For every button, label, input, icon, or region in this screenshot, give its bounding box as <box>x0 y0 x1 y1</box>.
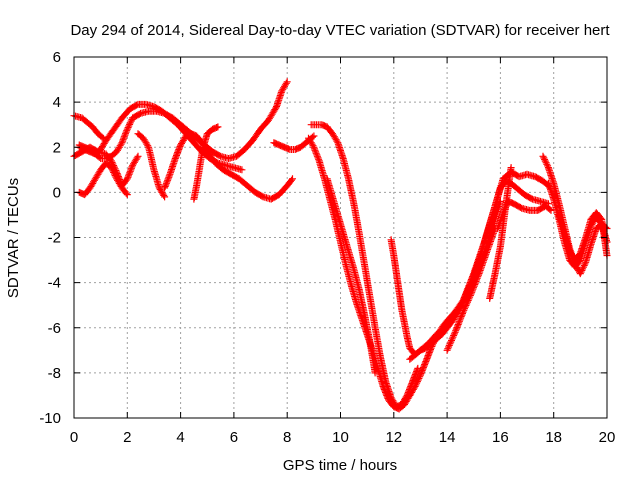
x-tick-label: 18 <box>545 429 562 446</box>
series-track-r <box>494 197 555 232</box>
x-tick-label: 4 <box>176 429 184 446</box>
data-points <box>555 209 611 264</box>
x-tick-label: 16 <box>492 429 509 446</box>
x-axis-label: GPS time / hours <box>283 457 397 474</box>
chart-title: Day 294 of 2014, Sidereal Day-to-day VTE… <box>70 22 610 39</box>
series-track-s <box>496 177 552 208</box>
data-points <box>134 130 169 201</box>
y-tick-label: -2 <box>48 230 61 247</box>
x-tick-label: 6 <box>230 429 238 446</box>
y-tick-label: -8 <box>48 365 61 382</box>
series-track-h <box>190 123 222 203</box>
x-tick-label: 2 <box>123 429 131 446</box>
y-tick-label: 4 <box>53 94 61 111</box>
data-points <box>496 177 552 208</box>
x-tick-label: 14 <box>439 429 456 446</box>
y-axis-label: SDTVAR / TECUs <box>5 178 22 298</box>
x-tick-label: 12 <box>385 429 402 446</box>
ticks: 0 2 4 6 8 10 12 14 16 18 20 -10 -8 -6 -4 -2 0 2 4 6 <box>39 49 615 446</box>
y-tick-label: 2 <box>53 139 61 156</box>
data-points <box>161 130 296 203</box>
series-track-f <box>134 130 169 201</box>
series-track-l <box>323 175 379 377</box>
data-points <box>323 175 379 377</box>
x-tick-label: 20 <box>599 429 616 446</box>
data-points <box>443 225 499 354</box>
data-points <box>190 123 222 203</box>
series-track-p <box>443 225 499 354</box>
y-tick-label: -4 <box>48 275 61 292</box>
x-tick-label: 0 <box>70 429 78 446</box>
y-tick-label: 6 <box>53 49 61 66</box>
x-tick-label: 10 <box>332 429 349 446</box>
y-tick-label: 0 <box>53 184 61 201</box>
x-tick-label: 8 <box>283 429 291 446</box>
series-track-g <box>161 130 296 203</box>
y-tick-label: -6 <box>48 320 61 337</box>
y-tick-label: -10 <box>39 410 61 427</box>
data-points <box>494 197 555 232</box>
series-track-v <box>555 209 611 264</box>
data-layer <box>70 78 611 413</box>
